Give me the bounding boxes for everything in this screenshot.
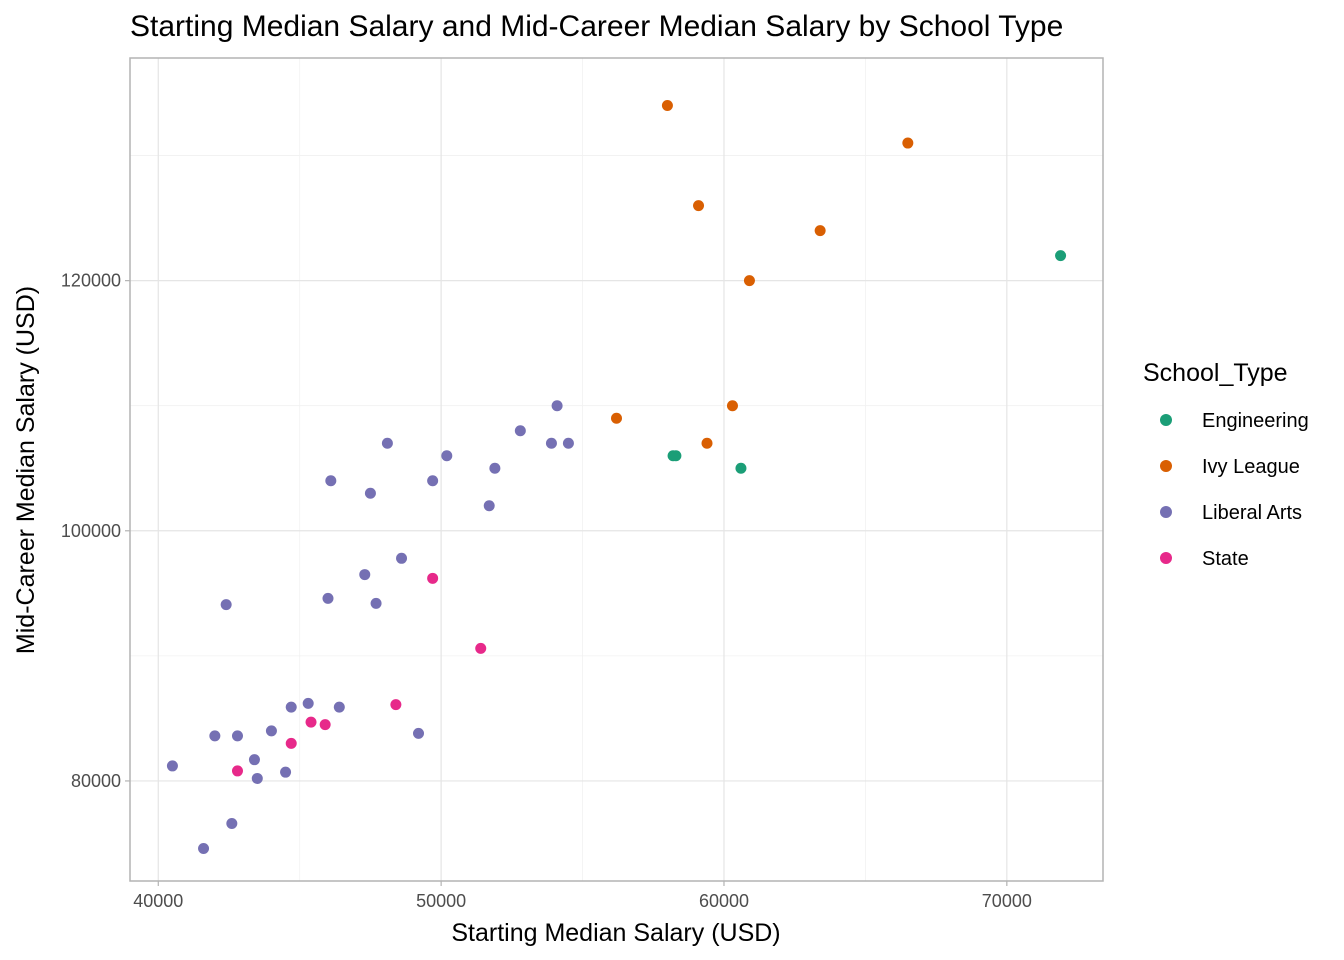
y-tick-label: 80000 [71,771,121,791]
data-point-ivy-league [701,437,713,449]
data-point-liberal-arts [166,760,178,772]
x-tick-label: 70000 [982,891,1032,911]
data-point-liberal-arts [483,500,495,512]
data-point-ivy-league [814,225,826,237]
y-tick-label: 120000 [61,271,121,291]
data-point-state [305,716,317,728]
x-tick-label: 40000 [133,891,183,911]
data-point-liberal-arts [209,730,221,742]
data-point-ivy-league [611,412,622,424]
data-point-ivy-league [693,200,705,212]
data-point-liberal-arts [220,599,232,611]
legend-title: School_Type [1143,359,1288,387]
data-point-liberal-arts [562,437,574,449]
axis-ticks: 40000 50000 60000 70000 80000 100000 120000 [61,271,1032,911]
data-point-ivy-league [743,275,755,287]
data-point-engineering [670,450,682,462]
data-point-state [475,642,487,654]
plot-panel-border [129,57,1104,882]
data-point-liberal-arts [325,475,337,487]
data-point-liberal-arts [370,597,382,609]
y-tick-label: 100000 [61,521,121,541]
data-point-ivy-league [661,100,673,112]
data-point-ivy-league [902,137,914,149]
legend-item-liberal-arts: Liberal Arts [1160,502,1302,524]
chart-title: Starting Median Salary and Mid-Career Me… [130,10,1063,43]
data-point-liberal-arts [551,400,563,412]
data-points [166,100,1067,854]
data-point-ivy-league [726,400,738,412]
legend-key-state [1160,552,1172,564]
y-axis-title: Mid-Career Median Salary (USD) [12,286,40,654]
x-axis-title: Starting Median Salary (USD) [451,919,780,947]
legend-key-engineering [1160,414,1172,426]
data-point-liberal-arts [322,592,334,604]
legend-label-engineering: Engineering [1202,410,1309,432]
data-point-liberal-arts [198,842,210,854]
data-point-liberal-arts [280,766,292,778]
grid-lines [130,58,1103,881]
data-point-liberal-arts [396,552,408,564]
data-point-liberal-arts [489,462,501,474]
data-point-state [390,699,402,711]
data-point-liberal-arts [251,772,263,784]
data-point-state [285,737,297,749]
x-tick-label: 60000 [699,891,749,911]
data-point-liberal-arts [427,475,439,487]
data-point-liberal-arts [413,727,425,739]
data-point-liberal-arts [333,701,345,713]
legend-key-liberal-arts [1160,506,1172,518]
data-point-liberal-arts [364,487,376,499]
legend: School_Type Engineering Ivy League Liberal… [1143,359,1309,570]
data-point-state [319,719,331,731]
data-point-liberal-arts [545,437,557,449]
data-point-liberal-arts [285,701,297,713]
legend-label-state: State [1202,548,1249,570]
data-point-liberal-arts [441,450,453,462]
data-point-liberal-arts [226,817,238,829]
legend-label-liberal-arts: Liberal Arts [1202,502,1302,524]
legend-item-engineering: Engineering [1160,410,1309,432]
data-point-liberal-arts [302,697,314,709]
legend-key-ivy-league [1160,460,1172,472]
data-point-engineering [735,462,747,474]
data-point-liberal-arts [381,437,393,449]
data-point-liberal-arts [231,730,243,742]
data-point-state [231,765,243,777]
data-point-state [427,572,439,584]
data-point-liberal-arts [359,569,371,581]
data-point-liberal-arts [514,425,526,437]
legend-item-state: State [1160,548,1249,570]
legend-item-ivy-league: Ivy League [1160,456,1300,478]
x-tick-label: 50000 [416,891,466,911]
legend-label-ivy-league: Ivy League [1202,456,1300,478]
data-point-liberal-arts [248,754,260,766]
data-point-liberal-arts [265,725,277,737]
data-point-engineering [1055,250,1067,262]
